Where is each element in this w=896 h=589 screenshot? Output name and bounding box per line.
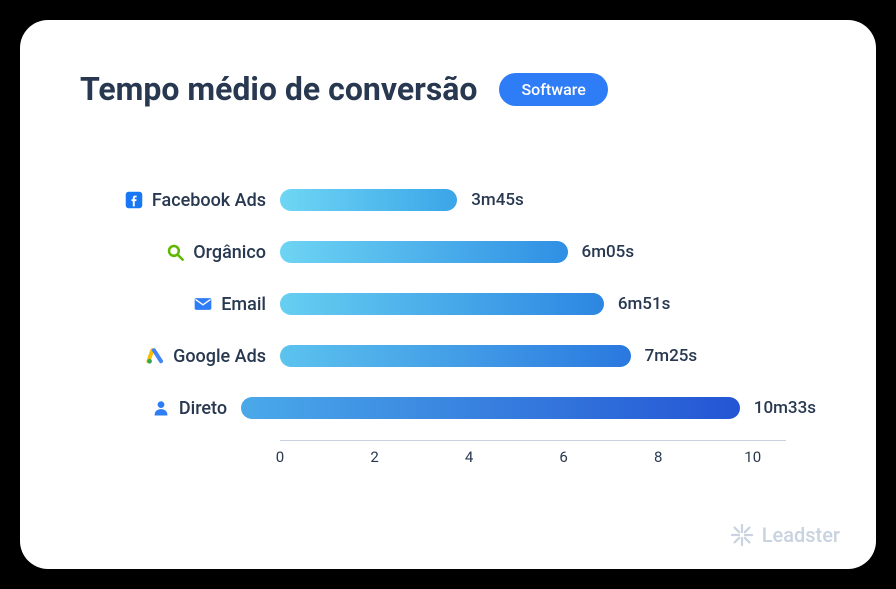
brand-footer: Leadster <box>730 523 840 547</box>
brand-name: Leadster <box>762 523 840 547</box>
bar-row: Google Ads 7m25s <box>80 334 816 378</box>
bar-row: Facebook Ads 3m45s <box>80 178 816 222</box>
bar-row: Direto 10m33s <box>80 386 816 430</box>
bar-label: Facebook Ads <box>152 190 266 211</box>
bar-label-col: Orgânico <box>80 242 280 263</box>
bar <box>280 189 457 211</box>
bar-label-col: Email <box>80 294 280 315</box>
bar <box>280 241 568 263</box>
envelope-icon <box>193 294 213 314</box>
google-ads-icon <box>145 346 165 366</box>
category-badge: Software <box>499 73 607 106</box>
chart-card: Tempo médio de conversão Software Facebo… <box>20 20 876 569</box>
axis-tick: 0 <box>276 448 284 466</box>
bar-label-col: Direto <box>80 398 241 419</box>
bar <box>280 345 631 367</box>
bar-label: Email <box>221 294 266 315</box>
bar-col: 6m51s <box>280 293 816 315</box>
bar-col: 10m33s <box>241 397 816 419</box>
bar-label-col: Facebook Ads <box>80 190 280 211</box>
bar-col: 7m25s <box>280 345 816 367</box>
leadster-logo-icon <box>730 523 754 547</box>
person-icon <box>151 398 171 418</box>
axis-tick: 2 <box>370 448 378 466</box>
axis-tick: 10 <box>744 448 761 466</box>
axis-tick: 6 <box>559 448 567 466</box>
bar <box>280 293 604 315</box>
bar-row: Orgânico 6m05s <box>80 230 816 274</box>
bar <box>241 397 740 419</box>
facebook-icon <box>124 190 144 210</box>
bar-col: 6m05s <box>280 241 816 263</box>
bar-value: 6m51s <box>618 294 671 314</box>
bar-value: 10m33s <box>754 398 816 418</box>
bar-row: Email 6m51s <box>80 282 816 326</box>
axis-ticks: 0246810 <box>280 440 816 470</box>
bar-value: 3m45s <box>471 190 524 210</box>
bar-col: 3m45s <box>280 189 816 211</box>
axis-tick: 4 <box>465 448 473 466</box>
bar-value: 7m25s <box>645 346 698 366</box>
bar-label: Google Ads <box>173 346 266 367</box>
bar-label: Direto <box>179 398 227 419</box>
bar-chart: Facebook Ads 3m45s Orgânico 6m05s Email 6m51s… <box>80 178 816 470</box>
bar-label: Orgânico <box>193 242 266 263</box>
bar-value: 6m05s <box>582 242 635 262</box>
axis-tick: 8 <box>654 448 662 466</box>
search-icon <box>165 242 185 262</box>
x-axis: 0 2 4 6 8 10 <box>80 440 816 470</box>
header: Tempo médio de conversão Software <box>80 70 816 108</box>
chart-title: Tempo médio de conversão <box>80 70 477 108</box>
bar-label-col: Google Ads <box>80 346 280 367</box>
